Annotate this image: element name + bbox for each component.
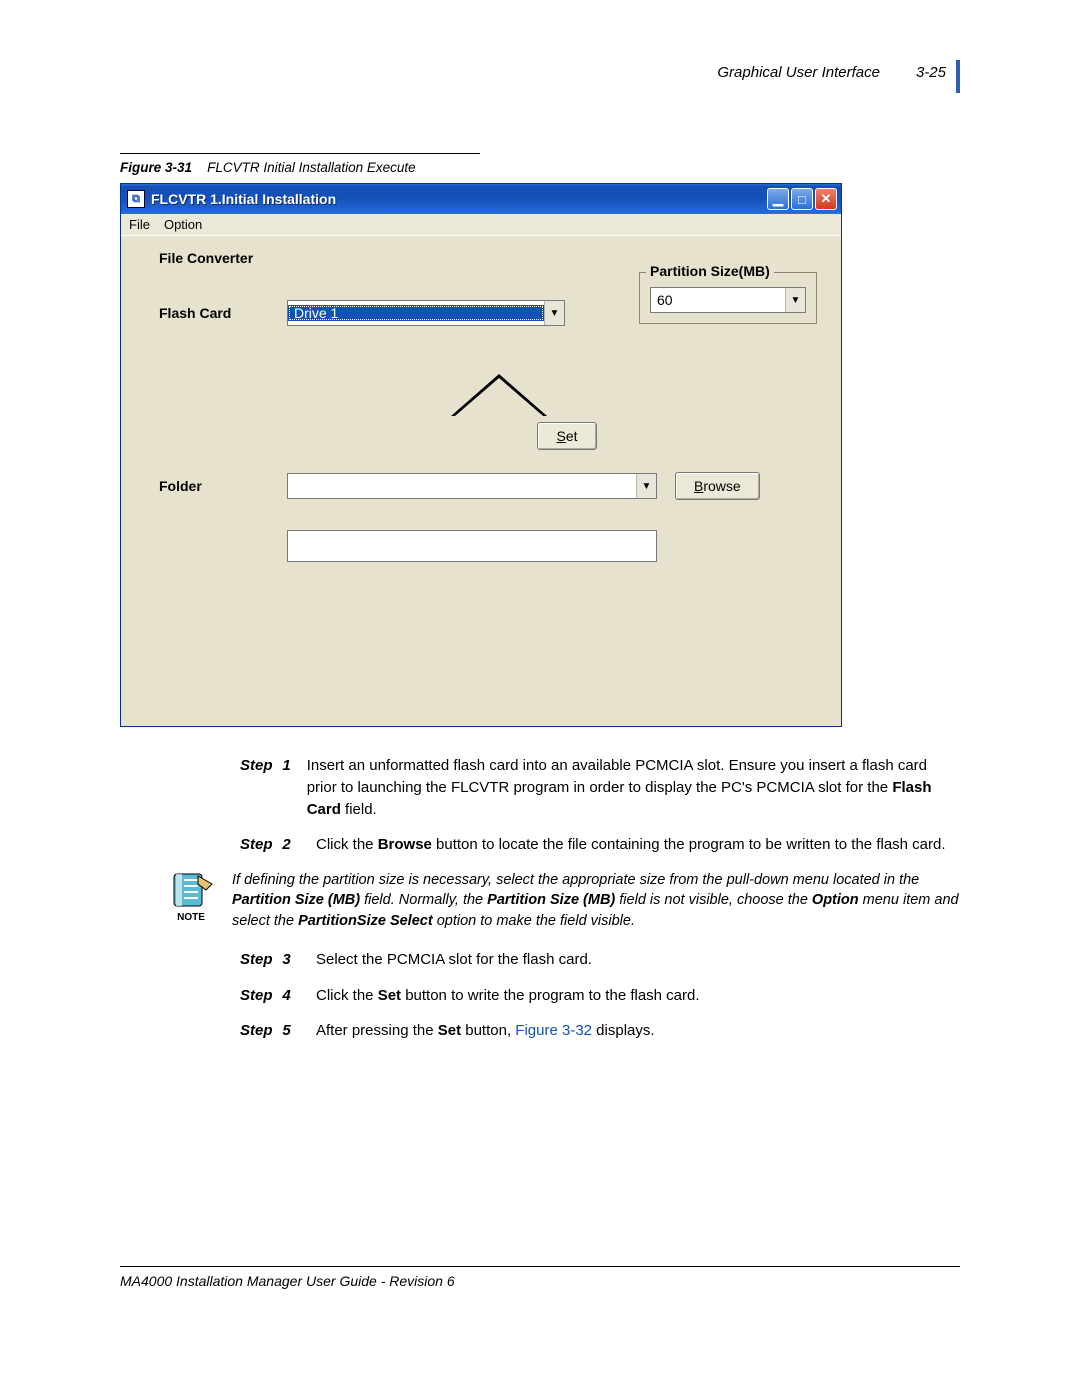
window-title: FLCVTR 1.Initial Installation [151,191,767,207]
menu-file[interactable]: File [129,217,150,232]
step-4: Step 4 Click the Set button to write the… [240,985,960,1007]
step-1: Step 1 Insert an unformatted flash card … [240,755,960,820]
set-button[interactable]: Set [537,422,596,450]
partition-size-value: 60 [651,292,785,308]
page-footer: MA4000 Installation Manager User Guide -… [120,1266,960,1289]
step-3-text: Select the PCMCIA slot for the flash car… [316,949,592,971]
arrow-up-icon [451,374,547,416]
figure-rule [120,153,480,154]
titlebar[interactable]: ⧉ FLCVTR 1.Initial Installation ▁ □ ✕ [121,184,841,214]
set-button-rest: et [566,428,578,444]
figure-label: Figure 3-31 [120,160,192,175]
flash-card-select[interactable]: Drive 1 ▼ [287,300,565,326]
chevron-down-icon: ▼ [636,474,656,498]
note-icon: NOTE [168,870,214,923]
partition-size-legend: Partition Size(MB) [646,263,774,279]
step-3: Step 3 Select the PCMCIA slot for the fl… [240,949,960,971]
step-5: Step 5 After pressing the Set button, Fi… [240,1020,960,1042]
partition-size-select[interactable]: 60 ▼ [650,287,806,313]
chevron-down-icon: ▼ [544,301,564,325]
note-text: If defining the partition size is necess… [232,870,960,931]
menu-option[interactable]: Option [164,217,202,232]
status-field [287,530,657,562]
flash-card-value: Drive 1 [288,305,544,321]
figure-title: FLCVTR Initial Installation Execute [207,160,416,175]
figure-caption: Figure 3-31 FLCVTR Initial Installation … [120,160,960,175]
note: NOTE If defining the partition size is n… [168,870,960,931]
step-2-text: Click the Browse button to locate the fi… [316,834,946,856]
header-section: Graphical User Interface [717,64,880,81]
chevron-down-icon: ▼ [785,288,805,312]
step-4-text: Click the Set button to write the progra… [316,985,700,1007]
step-2: Step 2 Click the Browse button to locate… [240,834,960,856]
app-icon: ⧉ [127,190,145,208]
close-button[interactable]: ✕ [815,188,837,210]
flcvtr-window: ⧉ FLCVTR 1.Initial Installation ▁ □ ✕ Fi… [120,183,842,727]
minimize-button[interactable]: ▁ [767,188,789,210]
partition-size-group: Partition Size(MB) 60 ▼ [639,272,817,324]
maximize-button[interactable]: □ [791,188,813,210]
step-1-text: Insert an unformatted flash card into an… [307,755,960,820]
header-pagenum: 3-25 [916,64,946,81]
step-5-text: After pressing the Set button, Figure 3-… [316,1020,655,1042]
flash-card-label: Flash Card [159,305,269,321]
figure-link[interactable]: Figure 3-32 [515,1022,592,1039]
folder-label: Folder [159,478,269,494]
page-header: Graphical User Interface 3-25 [120,60,960,93]
menubar: File Option [121,214,841,236]
browse-button[interactable]: Browse [675,472,760,500]
folder-select[interactable]: ▼ [287,473,657,499]
